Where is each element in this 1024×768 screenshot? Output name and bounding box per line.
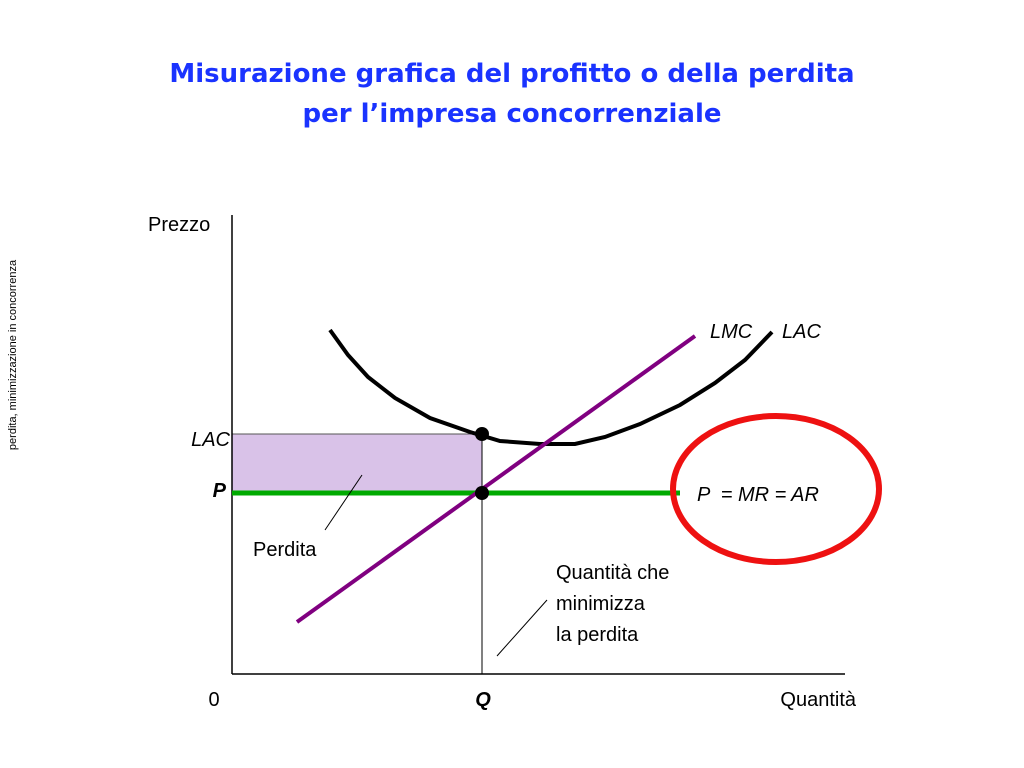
loss-area <box>231 433 483 494</box>
curve-label: LAC <box>782 321 821 343</box>
curve-label: LMC <box>710 321 753 343</box>
q-label: Q <box>475 689 491 711</box>
price-level: P <box>213 480 227 502</box>
x-label: Quantità <box>780 689 856 711</box>
note-line: Quantità che <box>556 562 669 584</box>
leader <box>496 599 548 657</box>
title-line: Misurazione grafica del profitto o della… <box>169 59 854 89</box>
price-level: LAC <box>191 429 230 451</box>
loss-label: Perdita <box>253 539 317 561</box>
lmc-line <box>295 334 697 624</box>
note-line: la perdita <box>556 624 639 646</box>
lac-curve <box>328 328 774 446</box>
demand-label: P = MR = AR <box>697 484 819 506</box>
origin: 0 <box>208 689 219 711</box>
y-label: Prezzo <box>148 214 210 236</box>
point <box>475 427 489 441</box>
leader <box>324 474 363 531</box>
point <box>475 486 489 500</box>
title-line: per l’impresa concorrenziale <box>302 99 721 129</box>
side-note: perdita, minimizzazione in concorrenza <box>7 259 19 450</box>
highlight <box>670 413 882 565</box>
note-line: minimizza <box>556 593 646 615</box>
